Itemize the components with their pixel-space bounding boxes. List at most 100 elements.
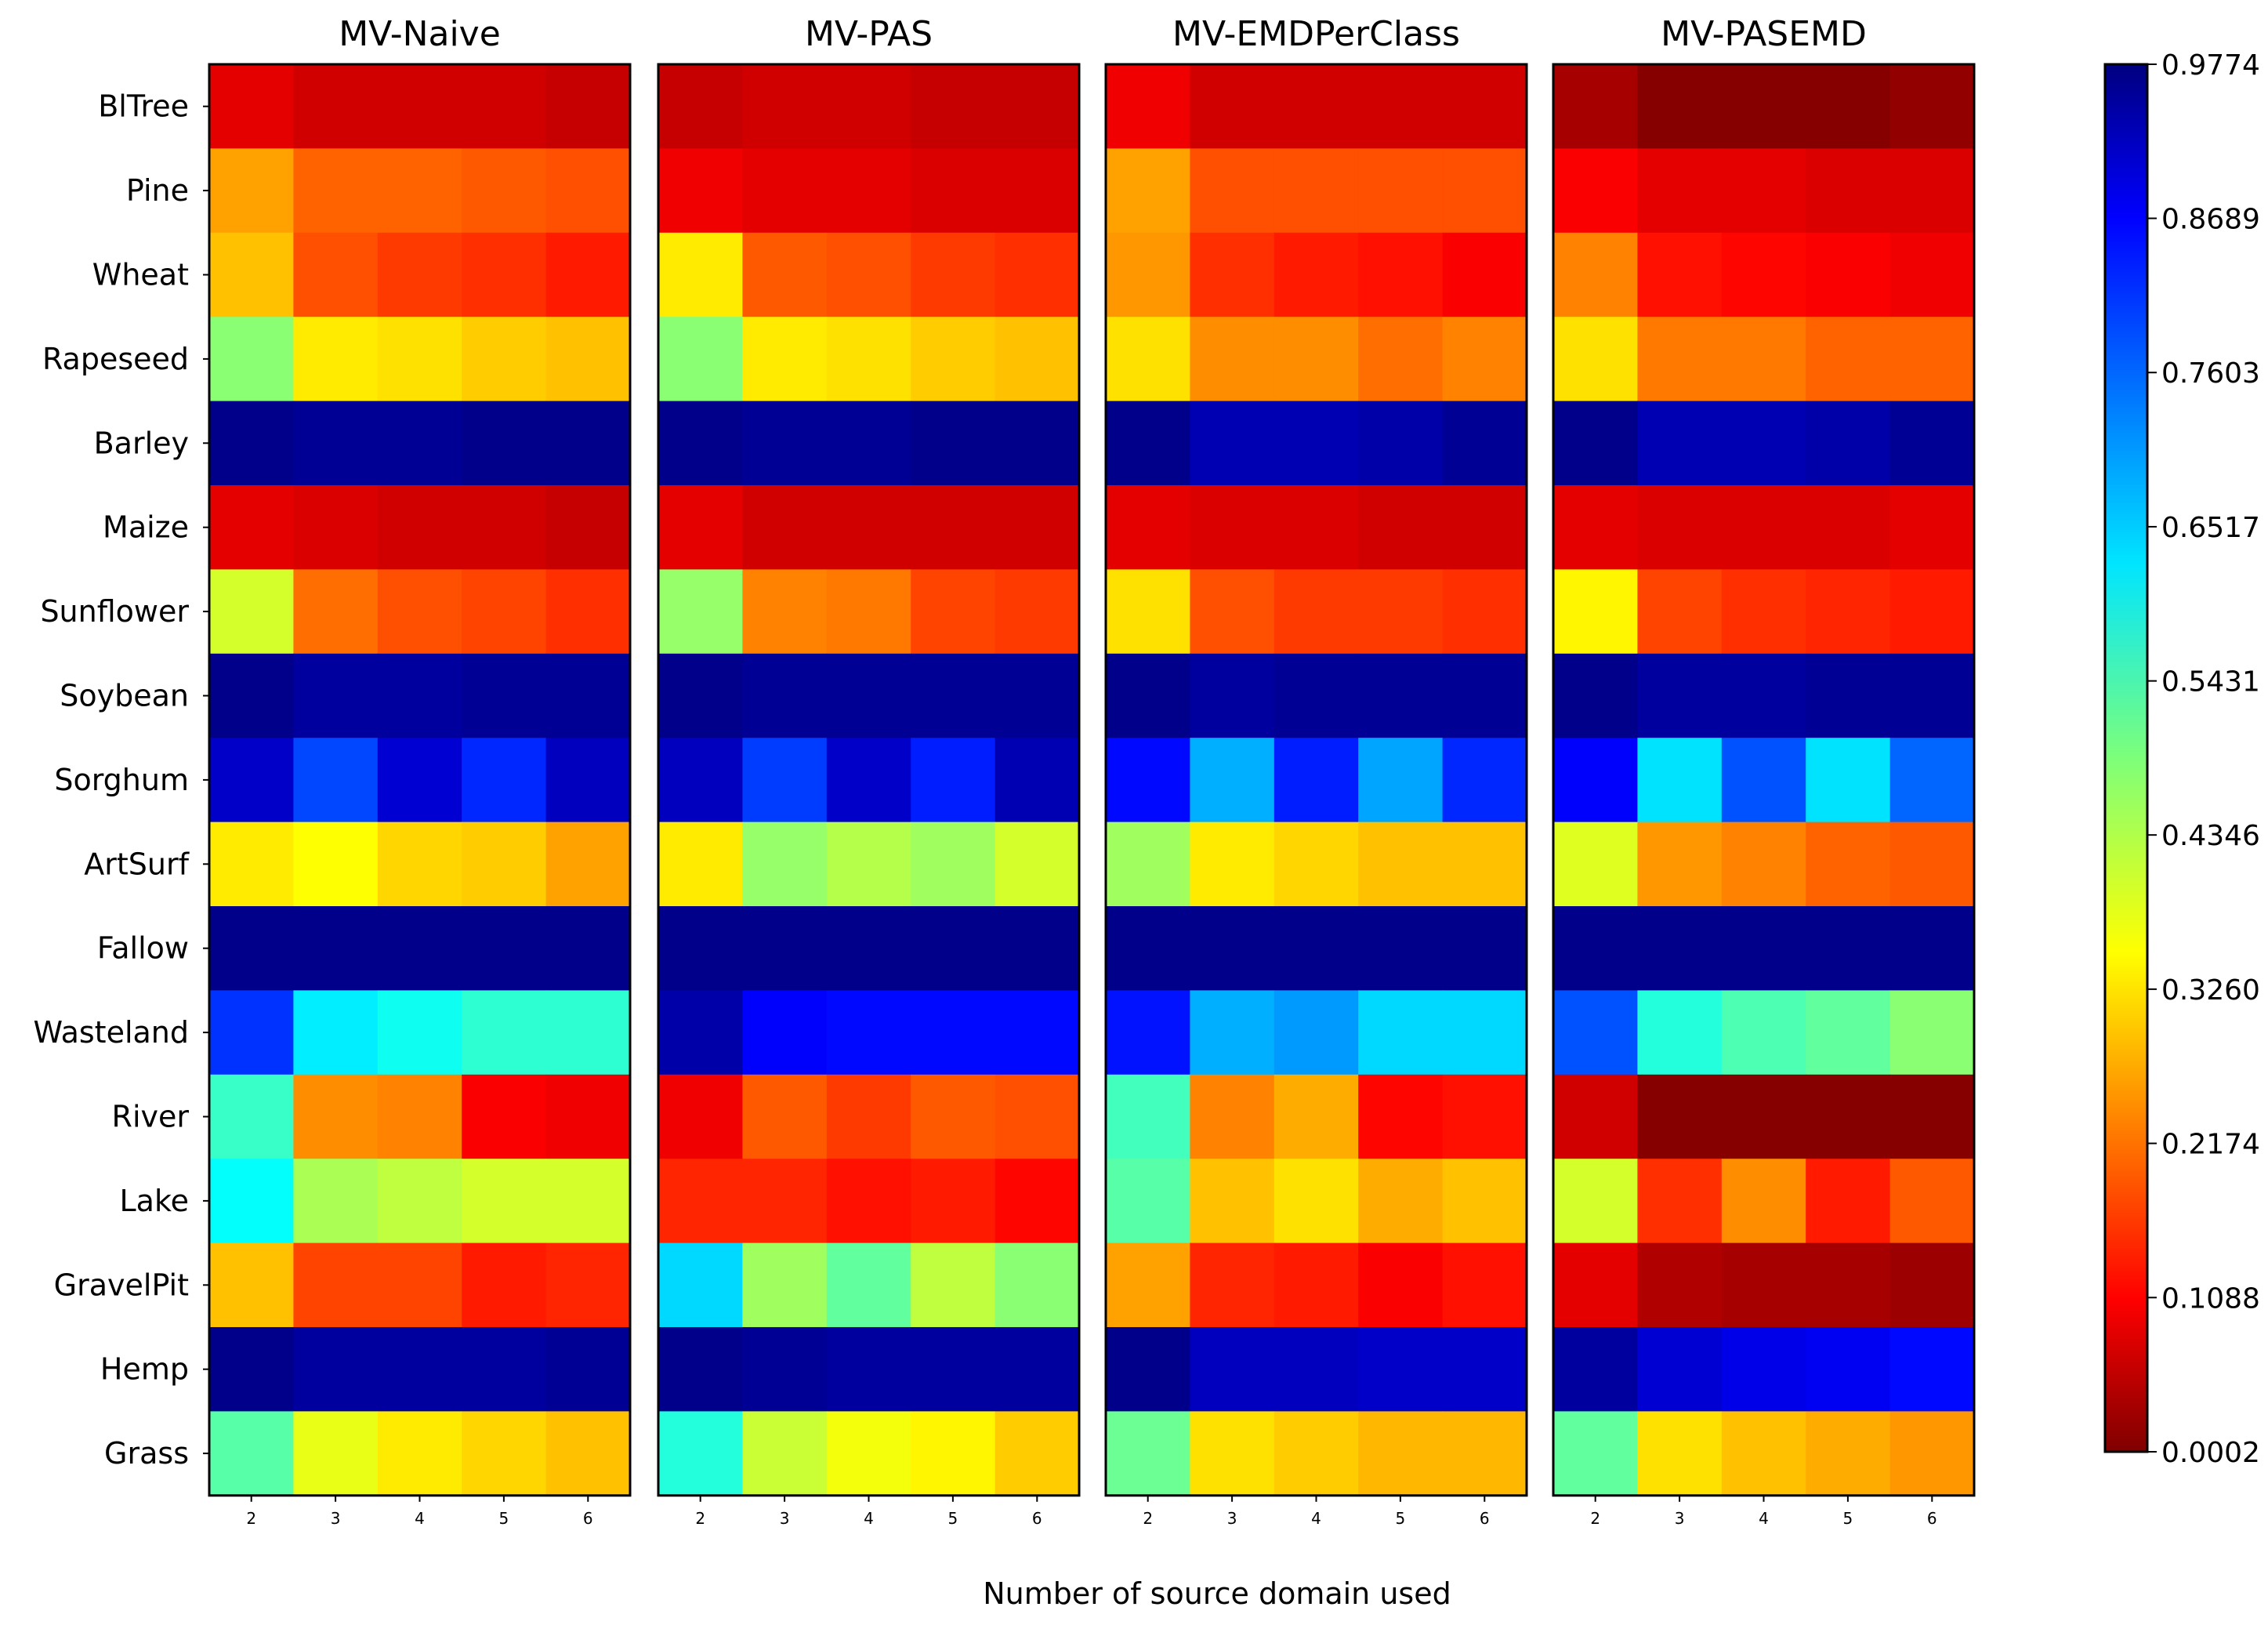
heatmap-cell	[1721, 1074, 1806, 1159]
heatmap-cell	[826, 64, 911, 149]
heatmap-cell	[1889, 1242, 1975, 1328]
colorbar-tick-label: 0.3260	[2161, 974, 2260, 1007]
heatmap-cell	[377, 1242, 462, 1328]
heatmap-cell	[545, 1327, 631, 1412]
panel-title: MV-EMDPerClass	[1172, 14, 1460, 54]
heatmap-cell	[1273, 653, 1359, 738]
heatmap-cell	[1806, 401, 1891, 486]
heatmap-cell	[826, 906, 911, 991]
x-tick-label: 5	[1843, 1509, 1853, 1528]
heatmap-cell	[1442, 906, 1527, 991]
heatmap-cell	[377, 906, 462, 991]
heatmap-cell	[545, 990, 631, 1075]
heatmap-cell	[658, 1159, 743, 1244]
heatmap-cell	[995, 64, 1080, 149]
heatmap-cell	[1721, 990, 1806, 1075]
heatmap-cell	[1190, 990, 1275, 1075]
heatmap-cell	[742, 1242, 828, 1328]
heatmap-cell	[911, 1074, 996, 1159]
heatmap-cell	[1889, 1159, 1975, 1244]
heatmap-cell	[1190, 148, 1275, 234]
colorbar-tick-label: 0.7603	[2161, 357, 2260, 390]
heatmap-cell	[1358, 232, 1444, 317]
heatmap-cell	[658, 317, 743, 402]
heatmap-cell	[826, 1242, 911, 1328]
heatmap-cell	[1806, 1159, 1891, 1244]
heatmap-cell	[1106, 317, 1190, 402]
heatmap-cell	[545, 822, 631, 907]
heatmap-cell	[545, 1242, 631, 1328]
heatmap-cell	[1358, 1411, 1444, 1496]
heatmap-cell	[1442, 1242, 1527, 1328]
heatmap-cell	[995, 232, 1080, 317]
heatmap-cell	[209, 148, 294, 234]
heatmap-cell	[209, 990, 294, 1075]
heatmap-cell	[1806, 822, 1891, 907]
heatmap-cell	[462, 148, 547, 234]
heatmap-cell	[995, 317, 1080, 402]
heatmap-cell	[1721, 148, 1806, 234]
panel-title: MV-PAS	[805, 14, 933, 54]
heatmap-cell	[658, 485, 743, 570]
heatmap-cell	[1637, 1242, 1723, 1328]
heatmap-cell	[1358, 990, 1444, 1075]
heatmap-cell	[1889, 569, 1975, 655]
heatmap-cell	[1889, 822, 1975, 907]
heatmap-cell	[209, 1327, 294, 1412]
heatmap-cell	[1442, 64, 1527, 149]
heatmap-cell	[1889, 148, 1975, 234]
heatmap-cell	[1358, 738, 1444, 823]
heatmap-cell	[911, 485, 996, 570]
heatmap-cell	[1190, 569, 1275, 655]
heatmap-cell	[462, 1242, 547, 1328]
heatmap-cell	[1553, 64, 1638, 149]
heatmap-cell	[1721, 1242, 1806, 1328]
heatmap-cell	[1721, 1159, 1806, 1244]
heatmap-cell	[293, 653, 379, 738]
heatmap-cell	[826, 738, 911, 823]
heatmap-cell	[1889, 317, 1975, 402]
heatmap-cell	[1106, 1074, 1190, 1159]
heatmap-cell	[1553, 653, 1638, 738]
heatmap-cell	[293, 569, 379, 655]
heatmap-cell	[1553, 1327, 1638, 1412]
heatmap-cell	[1721, 1327, 1806, 1412]
heatmap-cell	[658, 906, 743, 991]
heatmap-cell	[658, 738, 743, 823]
heatmap-cell	[1553, 1159, 1638, 1244]
heatmap-cell	[1806, 990, 1891, 1075]
heatmap-cell	[742, 569, 828, 655]
heatmap-cell	[1442, 653, 1527, 738]
heatmap-cell	[377, 569, 462, 655]
row-label: Pine	[126, 173, 189, 208]
heatmap-cell	[1273, 64, 1359, 149]
panel-title: MV-PASEMD	[1661, 14, 1867, 54]
heatmap-cell	[826, 1159, 911, 1244]
heatmap-cell	[1190, 1074, 1275, 1159]
heatmap-cell	[658, 990, 743, 1075]
heatmap-cell	[742, 401, 828, 486]
heatmap-cell	[545, 148, 631, 234]
heatmap-cell	[911, 1159, 996, 1244]
heatmap-cell	[1721, 401, 1806, 486]
heatmap-cell	[1637, 1327, 1723, 1412]
heatmap-cell	[462, 653, 547, 738]
row-label: Grass	[104, 1436, 189, 1471]
heatmap-cell	[911, 569, 996, 655]
heatmap-cell	[209, 906, 294, 991]
heatmap-cell	[826, 653, 911, 738]
heatmap-cell	[377, 990, 462, 1075]
heatmap-cell	[995, 1159, 1080, 1244]
heatmap-cell	[658, 1327, 743, 1412]
heatmap-cell	[995, 401, 1080, 486]
heatmap-cell	[1358, 485, 1444, 570]
heatmap-cell	[1889, 738, 1975, 823]
heatmap-cell	[1553, 485, 1638, 570]
heatmap-cell	[545, 317, 631, 402]
heatmap-cell	[1889, 1074, 1975, 1159]
x-tick-label: 2	[1143, 1509, 1153, 1528]
heatmap-cell	[1442, 232, 1527, 317]
heatmap-cell	[995, 569, 1080, 655]
heatmap-panel: MV-PAS 2 3 4 5 6	[657, 14, 1081, 1528]
heatmap-cell	[1106, 569, 1190, 655]
